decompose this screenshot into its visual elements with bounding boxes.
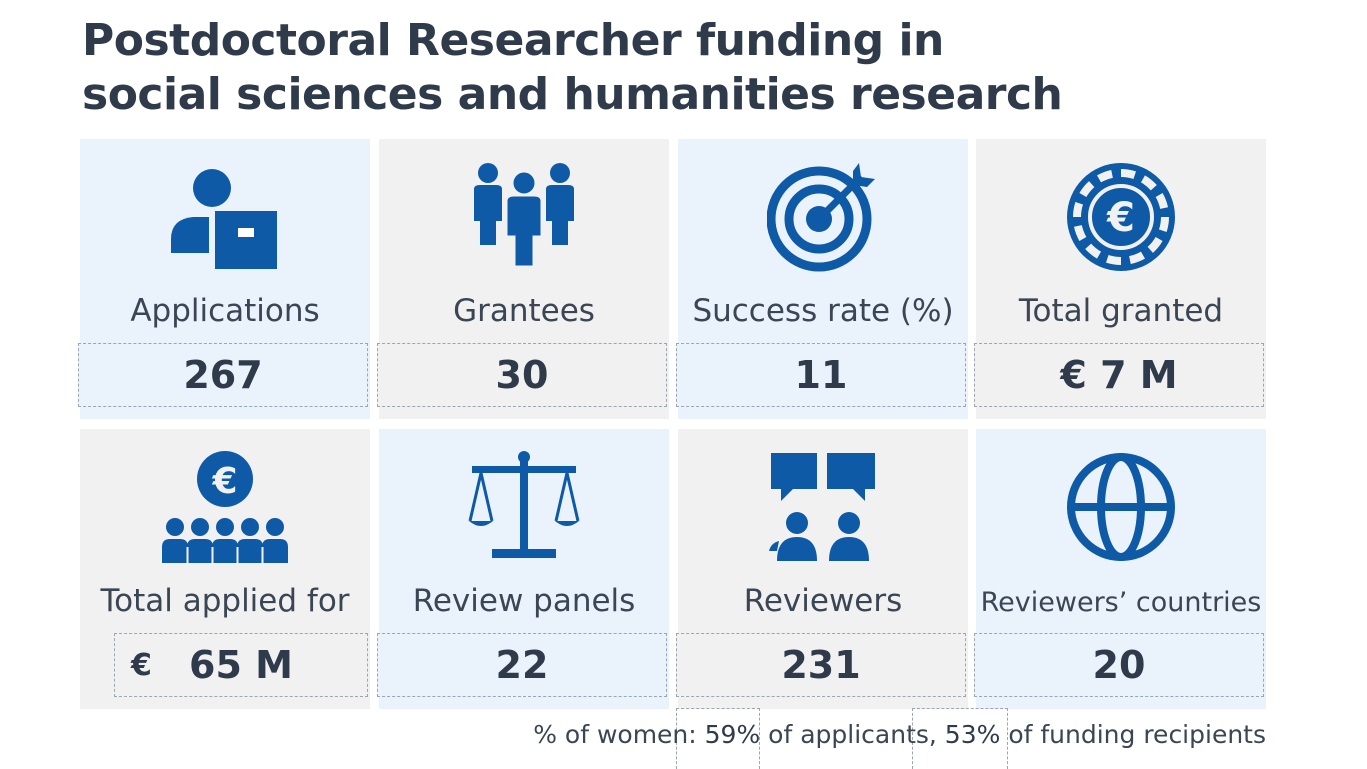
tile-label: Success rate (%): [692, 293, 954, 329]
tile-grantees: Grantees 30: [377, 139, 669, 419]
tile-value: 22: [377, 633, 667, 697]
euro-over-people-icon: €: [80, 451, 370, 563]
women-share-note: % of women: 59% of applicants, 53% of fu…: [533, 720, 1266, 749]
tile-label: Reviewers: [743, 583, 903, 619]
group-of-people-icon: [379, 161, 669, 273]
tile-label: Total applied for: [100, 583, 350, 619]
tile-applications: Applications 267: [78, 139, 370, 419]
svg-text:€: €: [211, 461, 237, 502]
tile-label: Reviewers’ countries: [980, 587, 1262, 618]
tile-value: 231: [676, 633, 966, 697]
balance-scale-icon: [379, 451, 669, 563]
tile-value: 11: [676, 343, 966, 407]
tile-value: € 65 M: [114, 633, 368, 697]
page-title-line-1: Postdoctoral Researcher funding in: [82, 15, 944, 66]
footer-prefix: % of women:: [533, 720, 705, 749]
footer-suffix: of funding recipients: [1000, 720, 1266, 749]
target-with-arrow-icon: [678, 161, 968, 273]
svg-text:€: €: [1106, 195, 1135, 241]
tile-value-amount: 65 M: [189, 643, 293, 687]
tile-label: Total granted: [1018, 293, 1224, 329]
tile-value: € 7 M: [974, 343, 1264, 407]
globe-icon: [976, 451, 1266, 563]
tile-total-granted: € Total granted € 7 M: [974, 139, 1266, 419]
tile-value: 20: [974, 633, 1264, 697]
women-applicants-percent: 59%: [704, 720, 761, 749]
tile-total-applied-for: € Total applied for € 65 M: [80, 429, 370, 709]
tile-label: Applications: [130, 293, 320, 329]
tile-label: Grantees: [453, 293, 595, 329]
women-recipients-percent: 53%: [944, 720, 1001, 749]
tile-review-panels: Review panels 22: [377, 429, 669, 709]
speech-bubbles-people-icon: [678, 451, 968, 563]
tile-success-rate: Success rate (%) 11: [676, 139, 968, 419]
applicant-with-box-icon: [80, 161, 370, 273]
footer-middle: of applicants,: [760, 720, 945, 749]
footer-guide-box: [912, 708, 1008, 769]
page-title: Postdoctoral Researcher funding in socia…: [82, 14, 1063, 122]
tile-reviewers-countries: Reviewers’ countries 20: [974, 429, 1266, 709]
page-title-line-2: social sciences and humanities research: [82, 69, 1063, 120]
tile-value: 267: [78, 343, 368, 407]
tile-reviewers: Reviewers 231: [676, 429, 968, 709]
currency-symbol: €: [131, 647, 152, 683]
footer-guide-box: [676, 708, 760, 769]
tile-label: Review panels: [412, 583, 636, 619]
tile-value: 30: [377, 343, 667, 407]
euro-coin-icon: €: [976, 161, 1266, 273]
